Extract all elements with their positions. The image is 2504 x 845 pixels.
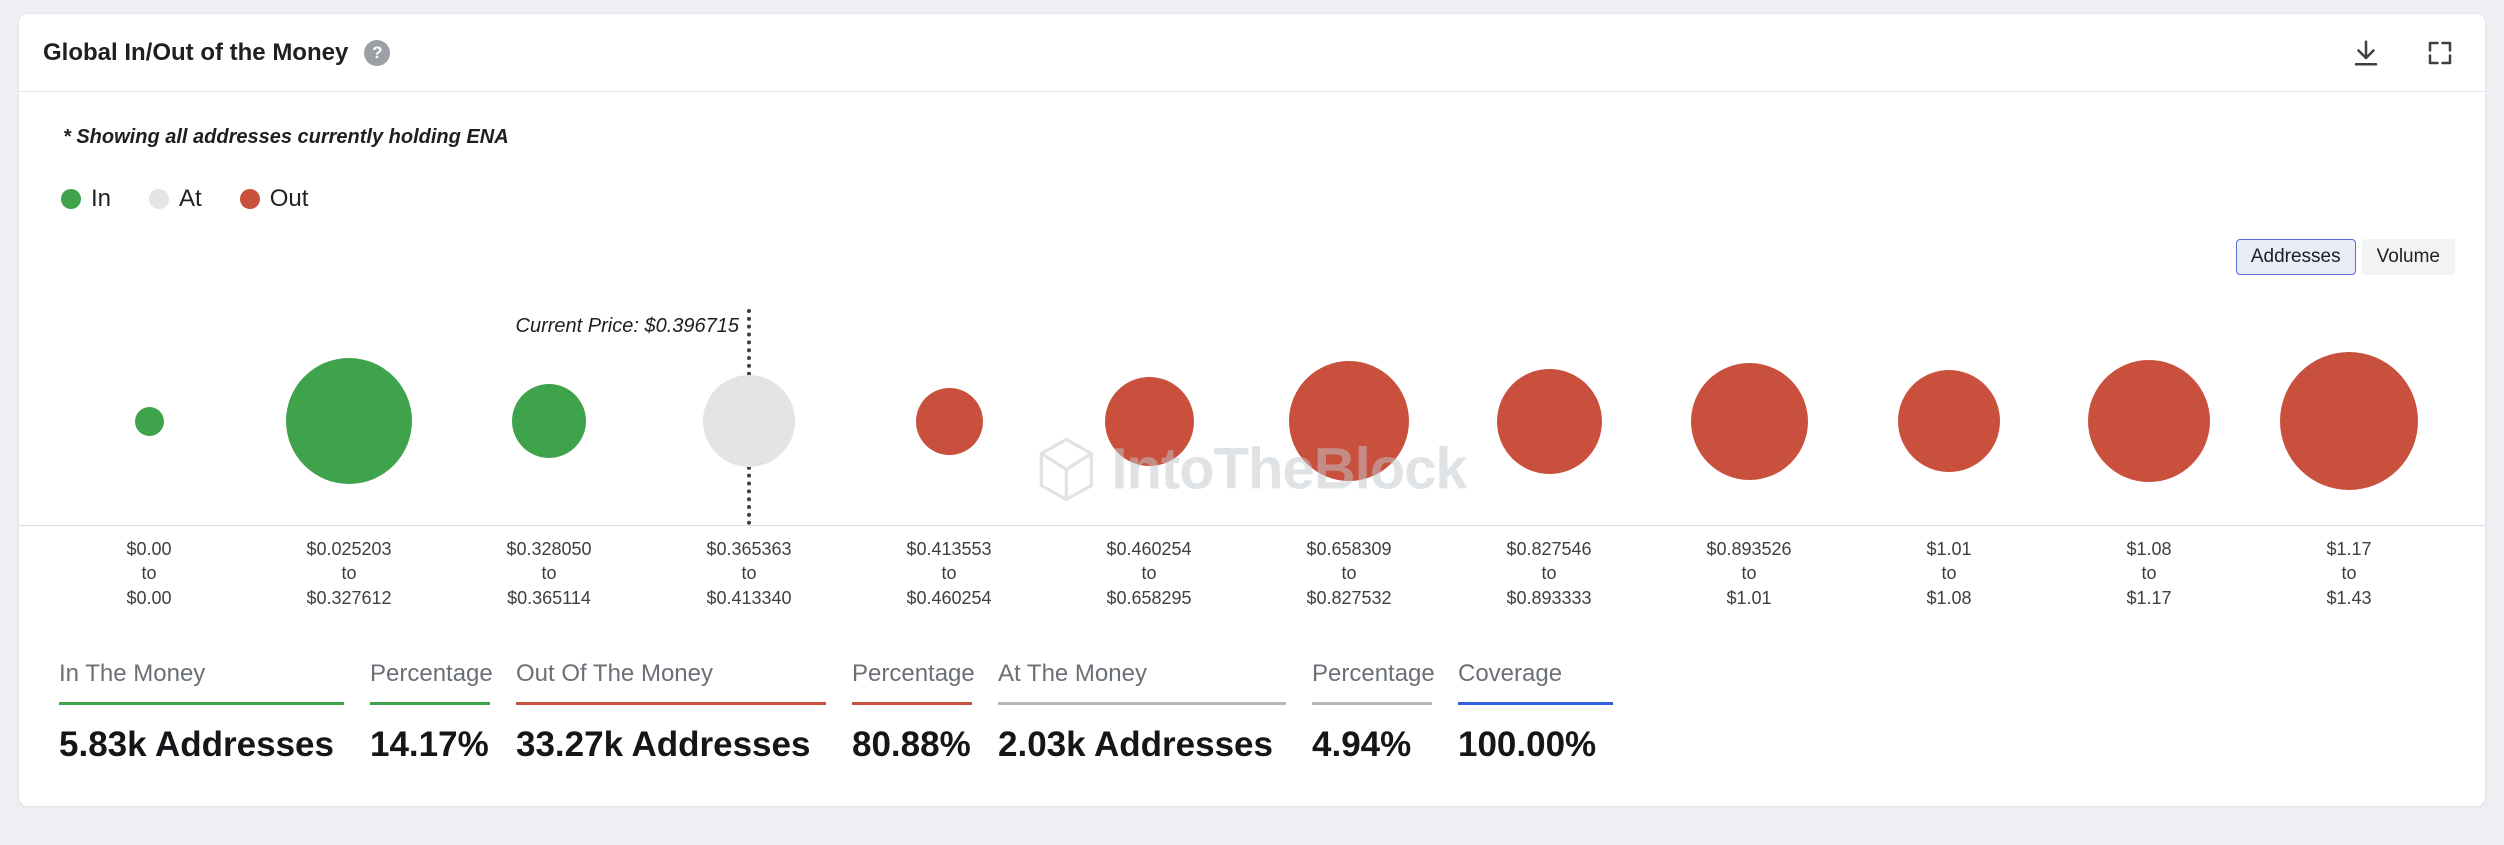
stats-row: In The Money 5.83k Addresses Percentage 14.…	[59, 660, 2455, 765]
axis-range-label: $0.00 to $0.00	[126, 539, 172, 608]
axis-range-label: $0.658309 to $0.827532	[1306, 539, 1392, 608]
help-icon[interactable]: ?	[364, 39, 391, 66]
card-body: * Showing all addresses currently holdin…	[19, 126, 2485, 765]
bubble-chart: Current Price: $0.396715 IntoTheBlock $0…	[19, 279, 2485, 615]
axis-range-label: $0.827546 to $0.893333	[1506, 539, 1592, 608]
stat-value: 5.83k Addresses	[59, 725, 334, 764]
legend-item-at[interactable]: At	[149, 185, 202, 213]
card-header: Global In/Out of the Money ?	[19, 14, 2485, 92]
stat-in-the-money: In The Money 5.83k Addresses	[59, 660, 344, 765]
legend-dot-in-icon	[61, 189, 81, 209]
stat-percentage: Percentage 4.94%	[1312, 660, 1435, 765]
stat-label: At The Money	[998, 660, 1286, 705]
header-icons	[2351, 38, 2459, 68]
bubble-column	[2249, 317, 2449, 525]
stat-out-of-the-money: Out Of The Money 33.27k Addresses	[516, 660, 826, 765]
header-left: Global In/Out of the Money ?	[43, 38, 391, 67]
bubble-column	[1449, 317, 1649, 525]
bubble-at[interactable]	[703, 375, 795, 467]
bubble-out[interactable]	[1289, 361, 1409, 481]
current-price-label: Current Price: $0.396715	[515, 315, 739, 337]
stat-percentage: Percentage 14.17%	[370, 660, 493, 765]
download-button[interactable]	[2351, 38, 2381, 68]
stat-percentage: Percentage 80.88%	[852, 660, 975, 765]
bubble-out[interactable]	[1496, 368, 1602, 474]
volume-toggle-button[interactable]: Volume	[2361, 239, 2455, 275]
bubble-column	[2049, 317, 2249, 525]
bubble-column	[249, 317, 449, 525]
axis-labels-row: $0.00 to $0.00 $0.025203 to $0.327612 $0.32805…	[49, 537, 2449, 610]
bubble-column	[1849, 317, 2049, 525]
legend-item-in[interactable]: In	[61, 185, 111, 213]
stat-label: Percentage	[852, 660, 975, 705]
in-out-money-card: Global In/Out of the Money ? * Showing a…	[18, 13, 2486, 807]
stat-label: Percentage	[1312, 660, 1435, 705]
bubble-out[interactable]	[1104, 376, 1194, 466]
bubble-out[interactable]	[2280, 352, 2418, 490]
bubble-out[interactable]	[1690, 362, 1808, 480]
expand-icon	[2428, 41, 2452, 64]
bubble-in[interactable]	[512, 384, 586, 458]
stat-value: 2.03k Addresses	[998, 725, 1273, 764]
stat-value: 33.27k Addresses	[516, 725, 811, 764]
legend-item-out[interactable]: Out	[239, 185, 309, 213]
bubble-column	[649, 317, 849, 525]
legend-dot-at-icon	[149, 189, 170, 209]
stat-value: 14.17%	[370, 725, 489, 764]
axis-range-label: $0.025203 to $0.327612	[306, 539, 392, 608]
bubble-column	[1249, 317, 1449, 525]
legend-label: In	[91, 185, 112, 212]
axis-range-label: $0.328050 to $0.365114	[506, 539, 592, 608]
stat-label: In The Money	[59, 660, 344, 705]
bubble-in[interactable]	[286, 358, 412, 484]
bubble-out[interactable]	[2088, 360, 2210, 482]
addresses-toggle-button[interactable]: Addresses	[2235, 239, 2356, 275]
axis-range-label: $1.01 to $1.08	[1926, 539, 1972, 608]
axis-range-label: $0.413553 to $0.460254	[906, 539, 992, 608]
stat-value: 80.88%	[852, 725, 971, 764]
chart-note: * Showing all addresses currently holdin…	[63, 126, 509, 148]
axis-range-label: $1.17 to $1.43	[2326, 539, 2372, 608]
stat-label: Coverage	[1458, 660, 1613, 705]
bubble-out[interactable]	[1898, 370, 2000, 472]
stat-coverage: Coverage 100.00%	[1458, 660, 1613, 765]
download-icon	[2354, 40, 2378, 65]
axis-range-label: $0.365363 to $0.413340	[706, 539, 792, 608]
legend-label: At	[179, 185, 202, 212]
bubble-column	[49, 317, 249, 525]
bubbles-row	[49, 317, 2449, 525]
legend-dot-out-icon	[239, 189, 260, 209]
legend-label: Out	[269, 185, 309, 212]
axis-range-label: $0.460254 to $0.658295	[1106, 539, 1192, 608]
x-axis-line	[19, 525, 2485, 526]
stat-value: 4.94%	[1312, 725, 1412, 764]
stat-label: Out Of The Money	[516, 660, 826, 705]
bubble-column	[1649, 317, 1849, 525]
axis-range-label: $1.08 to $1.17	[2126, 539, 2172, 608]
view-toggle: Addresses Volume	[49, 239, 2455, 275]
legend: In At Out	[61, 185, 2455, 213]
stat-value: 100.00%	[1458, 725, 1597, 764]
stat-label: Percentage	[370, 660, 493, 705]
bubble-out[interactable]	[915, 387, 983, 455]
axis-range-label: $0.893526 to $1.01	[1706, 539, 1792, 608]
bubble-column	[449, 317, 649, 525]
page-title: Global In/Out of the Money	[43, 38, 349, 66]
bubble-in[interactable]	[134, 406, 164, 436]
bubble-column	[849, 317, 1049, 525]
expand-button[interactable]	[2425, 38, 2455, 68]
stat-at-the-money: At The Money 2.03k Addresses	[998, 660, 1286, 765]
bubble-column	[1049, 317, 1249, 525]
